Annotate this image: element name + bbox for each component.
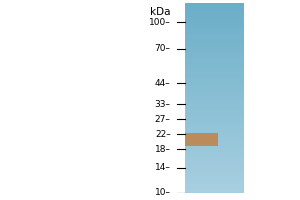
Text: 100–: 100– [149,18,171,27]
Text: 44–: 44– [155,79,171,88]
Text: kDa: kDa [150,7,171,17]
Text: 70–: 70– [154,44,171,53]
Text: 18–: 18– [154,145,171,154]
Text: 33–: 33– [154,100,171,109]
Text: 22–: 22– [155,130,171,139]
Text: 27–: 27– [155,115,171,124]
Text: 10–: 10– [154,188,171,197]
Text: 14–: 14– [155,163,171,172]
